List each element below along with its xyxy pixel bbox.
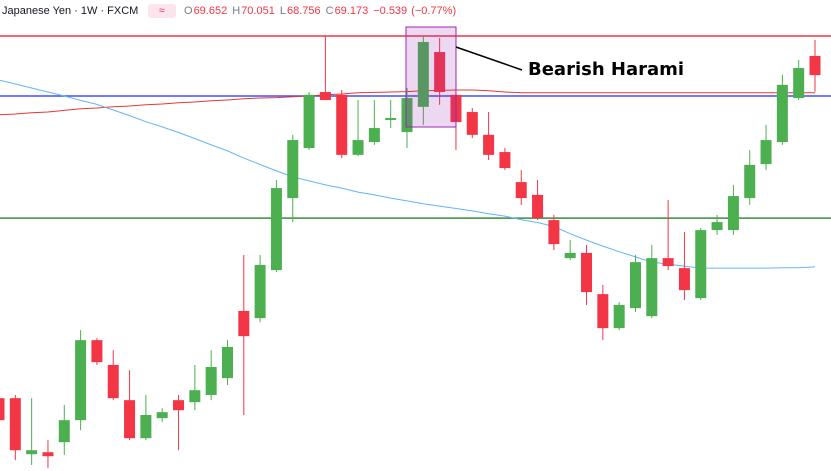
ohlc-legend: O 69.652 H 70.051 L 68.756 C 69.173 −0.539 (−0.77… <box>184 5 456 17</box>
candle-body <box>744 164 756 199</box>
candle-body <box>646 258 658 317</box>
candle-body <box>189 390 201 403</box>
symbol: Japanese Yen · 1W · FXCM <box>2 5 138 17</box>
candle-body <box>238 310 250 337</box>
candle-body <box>140 414 152 439</box>
candle-body <box>287 140 299 199</box>
candle-body <box>629 262 641 309</box>
candle-body <box>319 92 331 101</box>
ohlc-value: 70.051 <box>241 5 275 17</box>
candle-body <box>678 268 690 291</box>
header-bg <box>0 0 440 22</box>
annotation: Bearish Harami <box>528 59 684 80</box>
candle-body <box>809 55 821 76</box>
candle-body <box>221 346 233 379</box>
candle-body <box>0 398 5 421</box>
plot <box>0 35 831 469</box>
candle-body <box>205 366 217 395</box>
candle-body <box>26 450 38 455</box>
ohlc-letter: C <box>326 5 334 17</box>
candle-body <box>124 400 136 439</box>
ohlc-letter: L <box>280 5 286 17</box>
candle-body <box>303 94 315 149</box>
candle-body <box>532 194 544 219</box>
candle-body <box>515 182 527 199</box>
candle-body <box>254 264 266 319</box>
candle-body <box>42 452 54 457</box>
candle-body <box>581 252 593 293</box>
ohlc-value: 69.652 <box>194 5 228 17</box>
candle-body <box>91 340 103 363</box>
candle-body <box>613 304 625 329</box>
candle-body <box>711 222 723 231</box>
candle-body <box>401 98 413 133</box>
candle-body <box>597 294 609 329</box>
candle-body <box>548 220 560 245</box>
moving-average <box>0 79 816 269</box>
candle-body <box>499 152 511 169</box>
candle-body <box>564 252 576 259</box>
indicator-icon-glyph: ≈ <box>159 6 165 17</box>
candle-body <box>352 140 364 155</box>
ohlc-value: 69.173 <box>335 5 369 17</box>
candle-body <box>662 258 674 267</box>
annotation-arrow <box>455 46 523 71</box>
candle-body <box>793 68 805 99</box>
change-value: −0.539 <box>373 5 407 17</box>
highlight-box <box>405 26 457 128</box>
candle-body <box>9 398 21 451</box>
candle-body <box>434 52 446 93</box>
candle-body <box>270 188 282 271</box>
candle-body <box>336 94 348 155</box>
candle-body <box>173 400 185 411</box>
ohlc-value: 68.756 <box>287 5 321 17</box>
candle-body <box>727 196 739 231</box>
candle-body <box>58 420 70 443</box>
candle-body <box>695 230 707 299</box>
candle-body <box>75 340 87 421</box>
ohlc-letter: O <box>184 5 193 17</box>
ohlc-letter: H <box>232 5 240 17</box>
candle-body <box>156 412 168 419</box>
candle-body <box>760 140 772 165</box>
candle-body <box>776 84 788 143</box>
candle-body <box>385 118 397 121</box>
candle-body <box>368 128 380 143</box>
candle-body <box>483 134 495 155</box>
candle-body <box>107 364 119 399</box>
indicator-icon <box>148 4 176 18</box>
candle-body <box>466 112 478 135</box>
candle-body <box>417 42 429 107</box>
change-percent: (−0.77%) <box>411 5 456 17</box>
